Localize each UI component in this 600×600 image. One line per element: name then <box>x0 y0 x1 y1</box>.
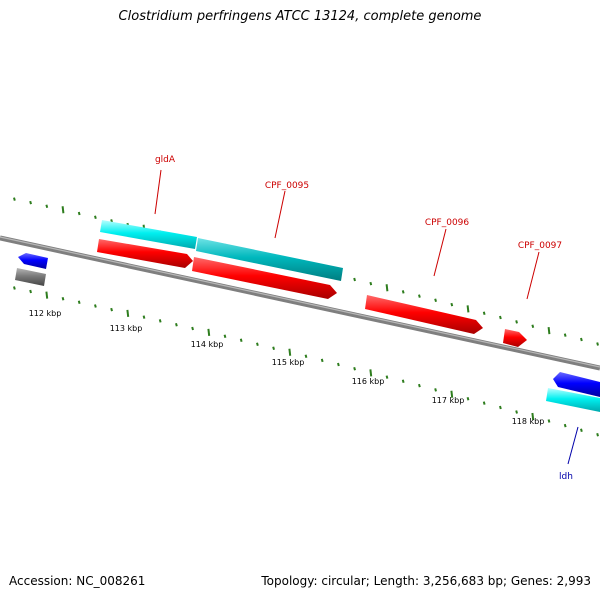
outer-minor-tick <box>353 277 356 282</box>
inner-minor-tick <box>353 366 356 371</box>
outer-minor-tick <box>77 211 81 216</box>
inner-minor-tick <box>418 383 421 388</box>
tick-labels: 112 kbp 113 kbp 114 kbp 115 kbp 116 kbp 117 k… <box>29 309 545 426</box>
inner-minor-tick <box>13 286 16 290</box>
inner-major-tick <box>207 328 211 337</box>
outer-minor-tick <box>563 333 567 337</box>
label-line-glda <box>154 169 162 215</box>
gene-label-cpf-0095[interactable]: CPF_0095 <box>265 181 309 191</box>
inner-minor-tick <box>337 362 340 367</box>
inner-major-tick <box>45 291 49 299</box>
inner-minor-tick <box>515 410 518 414</box>
inner-minor-tick <box>94 304 97 308</box>
tick-label-112-kbp: 112 kbp <box>29 309 62 318</box>
tick-label-115-kbp: 115 kbp <box>272 358 305 367</box>
gene-feature-cpf-0095[interactable] <box>196 238 343 281</box>
outer-minor-tick <box>515 320 518 324</box>
outer-minor-tick <box>596 342 599 346</box>
inner-major-tick <box>126 309 130 318</box>
tick-label-113-kbp: 113 kbp <box>110 324 143 333</box>
genome-title: Clostridium perfringens ATCC 13124, comp… <box>118 9 482 24</box>
inner-minor-tick <box>158 319 162 323</box>
gene-feature-glda[interactable] <box>100 220 197 249</box>
inner-minor-tick <box>320 358 324 363</box>
inner-minor-tick <box>466 396 470 401</box>
outer-minor-tick <box>418 294 421 298</box>
inner-minor-tick <box>385 375 389 379</box>
genome-summary-text: Topology: circular; Length: 3,256,683 bp… <box>261 574 591 588</box>
gene-feature-ldh[interactable] <box>546 388 600 412</box>
outer-minor-tick <box>369 281 373 286</box>
cds-arrow-cpf-0096[interactable] <box>365 295 483 334</box>
outer-minor-tick <box>13 197 16 201</box>
label-line-cpf-0095 <box>274 190 286 239</box>
outer-minor-tick <box>531 324 535 328</box>
outer-major-tick <box>385 284 389 292</box>
tick-label-114-kbp: 114 kbp <box>191 340 224 349</box>
outer-minor-tick <box>499 315 502 320</box>
inner-tick-ring <box>13 286 599 437</box>
label-line-ldh <box>567 426 579 465</box>
inner-minor-tick <box>563 423 567 428</box>
inner-minor-tick <box>580 428 583 432</box>
inner-minor-tick <box>29 289 32 294</box>
inner-minor-tick <box>401 379 405 384</box>
label-line-cpf-0097 <box>526 251 540 300</box>
inner-minor-tick <box>61 296 65 301</box>
outer-major-tick <box>547 326 551 335</box>
inner-major-tick <box>531 412 535 421</box>
outer-minor-tick <box>434 298 437 303</box>
cds-arrow-reverse-left[interactable] <box>18 253 48 269</box>
outer-minor-tick <box>401 290 405 294</box>
cds-arrow-cpf-0095[interactable] <box>192 257 337 299</box>
cds-arrow-glda[interactable] <box>97 239 193 268</box>
inner-minor-tick <box>110 307 113 312</box>
tick-label-116-kbp: 116 kbp <box>352 377 385 386</box>
gene-label-glda[interactable]: gldA <box>155 155 176 165</box>
inner-minor-tick <box>272 346 275 350</box>
inner-minor-tick <box>256 342 259 346</box>
inner-minor-tick <box>547 419 551 423</box>
inner-minor-tick <box>191 326 194 331</box>
outer-minor-tick <box>450 302 454 307</box>
outer-minor-tick <box>45 204 49 208</box>
gene-label-cpf-0096[interactable]: CPF_0096 <box>425 218 470 228</box>
outer-minor-tick <box>29 200 32 205</box>
cds-arrow-ldh[interactable] <box>553 372 600 397</box>
outer-minor-tick <box>94 215 97 219</box>
genome-backbone <box>0 235 600 371</box>
inner-minor-tick <box>142 315 146 319</box>
outer-minor-tick <box>482 311 486 315</box>
inner-minor-tick <box>482 401 486 405</box>
gene-label-cpf-0097[interactable]: CPF_0097 <box>518 241 562 251</box>
inner-major-tick <box>450 390 454 398</box>
outer-minor-tick <box>580 337 583 342</box>
outer-major-tick <box>466 305 470 313</box>
inner-major-tick <box>288 348 292 356</box>
inner-minor-tick <box>304 354 308 359</box>
inner-minor-tick <box>223 334 227 339</box>
outer-major-tick <box>61 206 65 214</box>
label-line-cpf-0096 <box>433 228 447 277</box>
inner-minor-tick <box>596 433 599 437</box>
other-feature-grey[interactable] <box>15 268 46 286</box>
gene-label-ldh[interactable]: ldh <box>559 472 573 482</box>
inner-minor-tick <box>499 405 502 410</box>
accession-text: Accession: NC_008261 <box>9 574 146 588</box>
tick-label-117-kbp: 117 kbp <box>432 396 465 405</box>
inner-major-tick <box>369 369 373 377</box>
inner-minor-tick <box>239 338 243 343</box>
inner-minor-tick <box>77 300 81 305</box>
genome-backbone-highlight <box>0 236 600 368</box>
inner-minor-tick <box>434 388 437 392</box>
tick-label-118-kbp: 118 kbp <box>512 417 545 426</box>
inner-minor-tick <box>175 322 178 327</box>
cds-arrow-cpf-0097[interactable] <box>503 329 527 347</box>
